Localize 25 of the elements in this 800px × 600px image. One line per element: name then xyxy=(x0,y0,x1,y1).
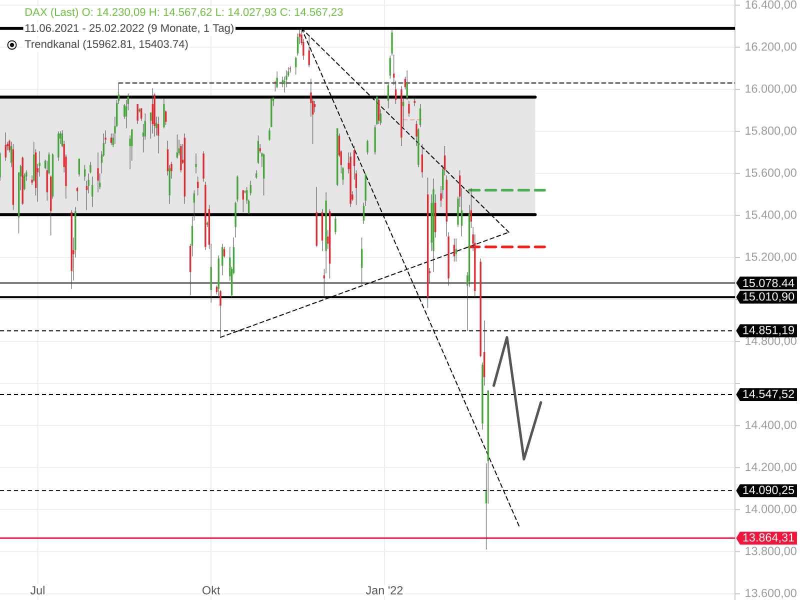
y-tick-label: 13.600,00 xyxy=(746,588,796,599)
y-tick-label: 14.400,00 xyxy=(746,420,796,430)
y-tick-label: 16.000,00 xyxy=(746,84,796,94)
y-tick-label: 15.800,00 xyxy=(746,126,796,136)
x-tick-label: Jan '22 xyxy=(366,586,403,594)
y-tick-label: 15.400,00 xyxy=(746,210,796,220)
ref-line-label: 14.547,52 xyxy=(743,390,794,400)
text: DAX (Last) O: 14.230,09 H: 14.567,62 L: 14.027,93 C: 14.567,23 xyxy=(26,8,343,18)
ref-line-label: 14.090,25 xyxy=(743,486,794,496)
ref-line-label: 15.010,90 xyxy=(743,292,794,302)
y-tick-label: 14.800,00 xyxy=(746,336,796,346)
y-tick-label: 13.800,00 xyxy=(746,546,796,557)
y-tick-label: 15.200,00 xyxy=(746,252,796,262)
ref-line-label: 14.851,19 xyxy=(743,326,794,336)
y-tick-label: 16.200,00 xyxy=(746,42,796,52)
ref-line-label: 13.864,31 xyxy=(743,533,794,543)
y-tick-label: 14.000,00 xyxy=(746,504,796,514)
ref-line-label: 15.078.44 xyxy=(743,278,794,288)
text: 11.06.2021 - 25.02.2022 (9 Monate, 1 Tag) xyxy=(25,24,234,34)
y-tick-label: 15.600,00 xyxy=(746,168,796,178)
y-tick-label: 16.400,00 xyxy=(746,0,796,10)
legend-label: Trendkanal (15962.81, 15403.74) xyxy=(24,40,188,50)
x-tick-label: Okt xyxy=(202,586,220,594)
x-tick-label: Jul xyxy=(30,586,44,594)
y-tick-label: 14.200,00 xyxy=(746,462,796,472)
